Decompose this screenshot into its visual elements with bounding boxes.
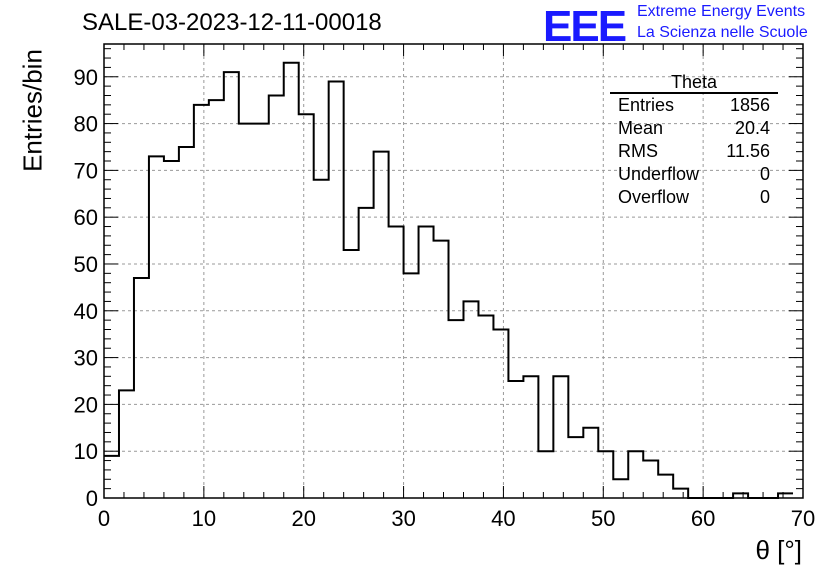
y-tick-label: 40 bbox=[74, 299, 98, 324]
run-title: SALE-03-2023-12-11-00018 bbox=[82, 9, 382, 36]
histogram-bin bbox=[478, 315, 493, 498]
grid-lines bbox=[104, 44, 803, 498]
y-axis-label: Entries/bin bbox=[17, 49, 48, 172]
x-tick-label: 20 bbox=[291, 506, 315, 531]
stats-value: 1856 bbox=[729, 95, 770, 115]
histogram-bin bbox=[568, 437, 583, 498]
stats-value: 0 bbox=[759, 187, 770, 207]
histogram-bin bbox=[628, 451, 643, 498]
x-tick-label: 70 bbox=[791, 506, 815, 531]
y-tick-label: 50 bbox=[74, 252, 98, 277]
histogram-bin bbox=[104, 456, 119, 498]
x-tick-label: 0 bbox=[98, 506, 110, 531]
stats-value: 0 bbox=[759, 164, 770, 184]
histogram-bin bbox=[434, 241, 449, 498]
histogram-bin bbox=[209, 100, 224, 498]
histogram-bin bbox=[134, 278, 149, 498]
x-tick-label: 40 bbox=[491, 506, 515, 531]
y-tick-label: 0 bbox=[86, 486, 98, 511]
histogram-bin bbox=[194, 105, 209, 498]
y-tick-label: 70 bbox=[74, 158, 98, 183]
histogram-bin bbox=[733, 493, 748, 498]
histogram-bin bbox=[119, 390, 134, 498]
histogram-bin bbox=[239, 124, 254, 498]
histogram-bars bbox=[104, 61, 794, 499]
histogram-bin bbox=[508, 381, 523, 498]
histogram-bin bbox=[658, 475, 673, 498]
histogram-bin bbox=[404, 273, 419, 498]
histogram-bin bbox=[314, 180, 329, 498]
histogram-bin bbox=[329, 81, 344, 498]
y-tick-label: 10 bbox=[74, 439, 98, 464]
tick-labels: 0 10 20 30 40 50 60 70 0 10 20 30 40 50 60 70 80 90 bbox=[74, 65, 816, 531]
histogram-bin bbox=[523, 376, 538, 498]
y-tick-label: 80 bbox=[74, 112, 98, 137]
histogram-bin bbox=[164, 161, 179, 498]
histogram-bin bbox=[583, 428, 598, 498]
stats-label: Overflow bbox=[618, 187, 690, 207]
stats-row-rms: RMS 11.56 bbox=[610, 140, 778, 163]
histogram-bin bbox=[149, 156, 164, 498]
histogram-bin bbox=[449, 320, 464, 498]
plot-frame bbox=[103, 43, 804, 499]
histogram-bin bbox=[463, 301, 478, 498]
histogram-outline bbox=[104, 61, 794, 499]
logo-subtitle-1: Extreme Energy Events bbox=[637, 3, 806, 20]
histogram-bin bbox=[553, 376, 568, 498]
stats-value: 11.56 bbox=[726, 141, 770, 161]
x-tick-label: 60 bbox=[691, 506, 715, 531]
histogram-bin bbox=[344, 250, 359, 498]
eee-logo: EEE bbox=[543, 2, 627, 51]
histogram-bin bbox=[374, 152, 389, 498]
stats-row-underflow: Underflow 0 bbox=[610, 163, 778, 186]
stats-value: 20.4 bbox=[734, 118, 770, 138]
histogram-bin bbox=[299, 114, 314, 498]
stats-box: Theta Entries 1856 Mean 20.4 RMS 11.56 U… bbox=[610, 72, 778, 209]
y-tick-label: 20 bbox=[74, 392, 98, 417]
histogram-bin bbox=[359, 208, 374, 498]
logo-subtitle-2: La Scienza nelle Scuole bbox=[637, 24, 808, 41]
x-tick-label: 10 bbox=[192, 506, 216, 531]
histogram-bin bbox=[538, 451, 553, 498]
histogram-bin bbox=[643, 461, 658, 498]
stats-label: Underflow bbox=[618, 164, 700, 184]
histogram-bin bbox=[254, 124, 269, 498]
y-tick-label: 60 bbox=[74, 205, 98, 230]
histogram-bin bbox=[269, 95, 284, 498]
histogram-bin bbox=[673, 489, 688, 498]
histogram-bin bbox=[493, 330, 508, 498]
stats-label: Mean bbox=[618, 118, 664, 138]
x-axis-label: θ [°] bbox=[755, 535, 802, 565]
x-tick-label: 30 bbox=[391, 506, 415, 531]
y-tick-label: 90 bbox=[74, 65, 98, 90]
histogram-bin bbox=[598, 451, 613, 498]
histogram-bin bbox=[419, 227, 434, 498]
stats-label: RMS bbox=[618, 141, 658, 161]
y-tick-label: 30 bbox=[74, 346, 98, 371]
stats-row-mean: Mean 20.4 bbox=[610, 117, 778, 140]
stats-title: Theta bbox=[610, 72, 778, 94]
histogram-bin bbox=[778, 493, 793, 498]
stats-row-overflow: Overflow 0 bbox=[610, 186, 778, 209]
histogram-bin bbox=[613, 479, 628, 498]
histogram-bin bbox=[389, 227, 404, 498]
stats-row-entries: Entries 1856 bbox=[610, 94, 778, 117]
histogram-bin bbox=[224, 72, 239, 498]
stats-label: Entries bbox=[618, 95, 675, 115]
x-tick-label: 50 bbox=[591, 506, 615, 531]
histogram-bin bbox=[179, 147, 194, 498]
histogram-bin bbox=[284, 63, 299, 498]
